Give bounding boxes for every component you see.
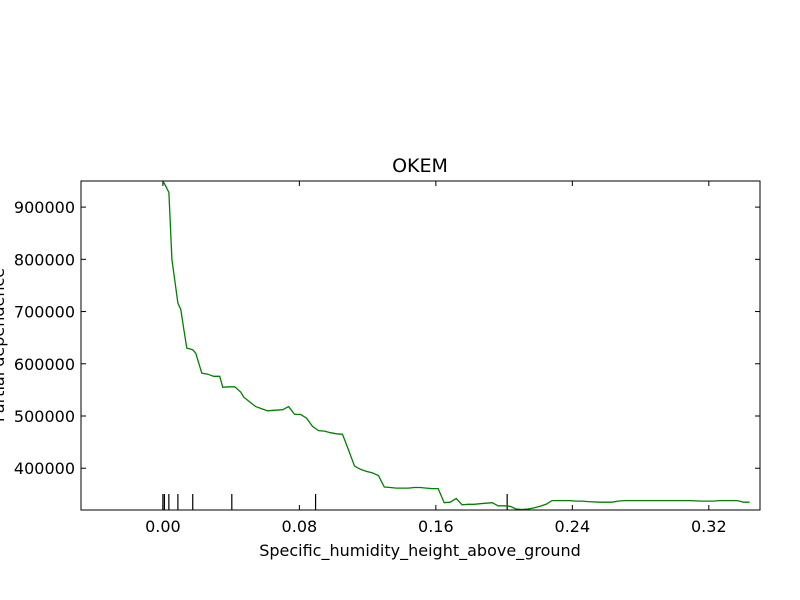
x-tick-label: 0.24 (555, 517, 591, 536)
x-tick-label: 0.00 (145, 517, 181, 536)
y-tick-label: 400000 (14, 459, 75, 478)
y-axis-label: Partial dependence (0, 268, 8, 422)
y-tick-label: 800000 (14, 250, 75, 269)
rug-marks (162, 494, 508, 510)
y-tick-label: 900000 (14, 198, 75, 217)
chart-title: OKEM (392, 155, 448, 177)
y-tick-label: 600000 (14, 355, 75, 374)
x-axis-label: Specific_humidity_height_above_ground (259, 541, 581, 561)
x-tick-label: 0.32 (691, 517, 727, 536)
plot-frame (80, 180, 761, 511)
y-tick-label: 700000 (14, 303, 75, 322)
x-tick-label: 0.16 (418, 517, 454, 536)
x-tick-label: 0.08 (282, 517, 318, 536)
series-line (162, 181, 750, 510)
axis-ticks (81, 181, 760, 510)
tick-labels: 0.00 0.08 0.16 0.24 0.32 400000 500000 600000 70… (14, 198, 727, 536)
plot-area (162, 181, 750, 510)
y-tick-label: 500000 (14, 407, 75, 426)
